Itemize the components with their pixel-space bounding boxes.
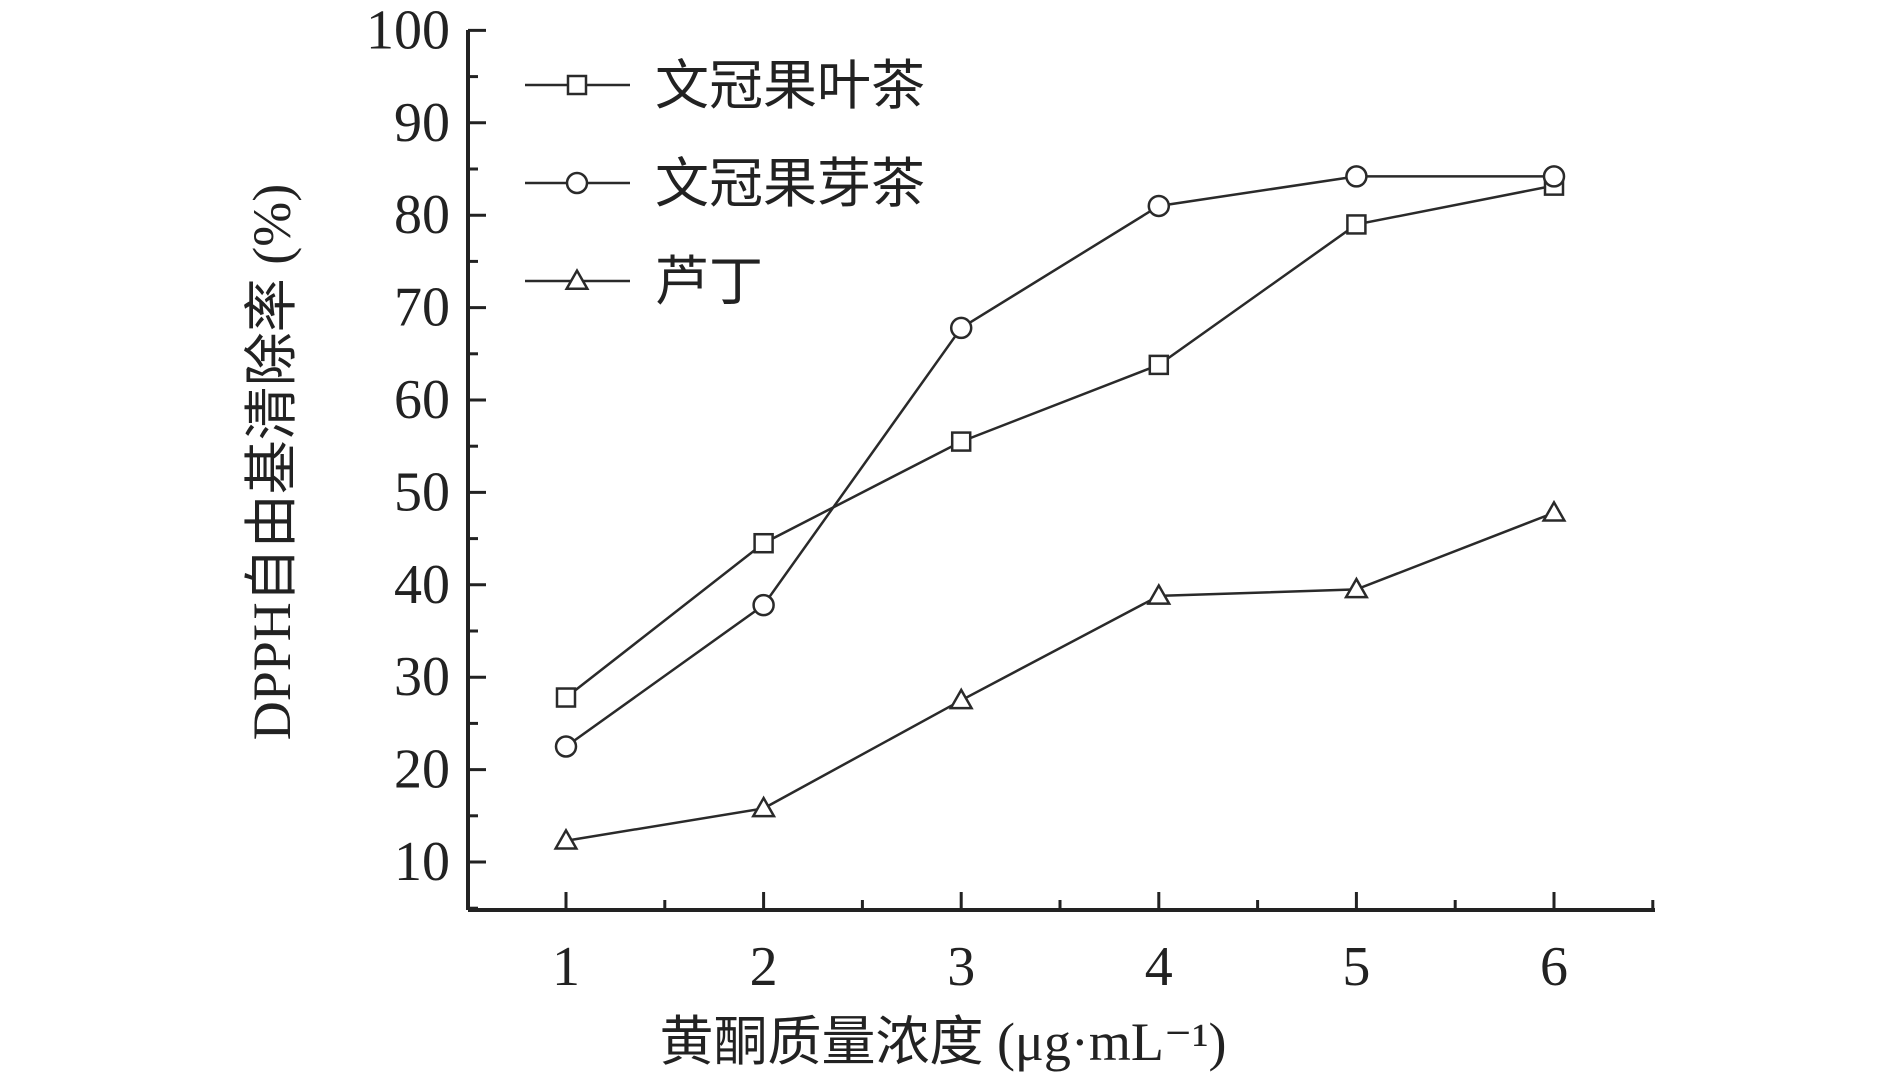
data-point-triangle [751,795,777,818]
y-tick-label: 40 [394,554,450,616]
legend-label: 文冠果叶茶 [655,56,925,116]
x-tick-label: 2 [750,936,778,998]
data-point-triangle [1343,576,1369,599]
ticks: 10 20 30 40 50 60 70 80 90 100 1 2 3 4 5 6 [366,0,1655,998]
x-tick-label: 6 [1540,936,1568,998]
legend-marker-square [566,74,588,96]
series-group [553,165,1567,850]
y-tick-label: 10 [394,831,450,893]
y-axis-title: DPPH自由基清除率 (%) [242,184,302,741]
data-point-circle [1542,165,1566,188]
legend-marker-circle [565,171,589,195]
data-point-circle [1345,165,1368,188]
y-tick-label: 80 [394,184,450,246]
x-tick-label: 4 [1145,936,1173,998]
y-tick-label: 60 [394,369,450,431]
legend-marker-triangle [564,268,590,291]
series-line-triangle [565,511,1555,842]
y-tick-label: 50 [394,461,450,523]
x-tick-label: 3 [947,936,975,998]
y-tick-label: 70 [394,277,450,339]
data-point-circle [554,735,578,758]
data-point-circle [949,316,973,340]
data-point-triangle [1146,583,1172,605]
data-point-circle [752,593,775,617]
y-tick-label: 20 [394,739,450,801]
legend-item-triangle: 芦丁 [525,252,763,312]
legend-label: 文冠果芽茶 [655,154,925,214]
series-line-square [565,184,1555,699]
data-point-square [753,532,774,554]
data-point-square [555,687,577,708]
data-point-triangle [1541,499,1567,522]
x-tick-label: 5 [1342,936,1370,998]
x-tick-label: 1 [552,936,580,998]
series-line-circle [565,175,1554,748]
y-tick-label: 30 [394,646,450,708]
legend-label: 芦丁 [655,252,763,312]
series-triangle [553,499,1567,850]
data-point-circle [1147,194,1171,218]
data-point-square [950,431,972,452]
data-point-triangle [948,687,974,710]
data-point-square [1148,354,1170,376]
y-tick-label: 90 [394,92,450,154]
y-tick-label: 100 [366,0,450,61]
data-point-triangle [553,827,579,850]
legend-item-square: 文冠果叶茶 [525,56,925,116]
series-circle [554,165,1566,758]
x-axis-title: 黄酮质量浓度 (μg·mL⁻¹) [659,1012,1226,1072]
legend-item-circle: 文冠果芽茶 [525,154,925,214]
data-point-square [1346,214,1367,235]
axes [466,30,1655,912]
